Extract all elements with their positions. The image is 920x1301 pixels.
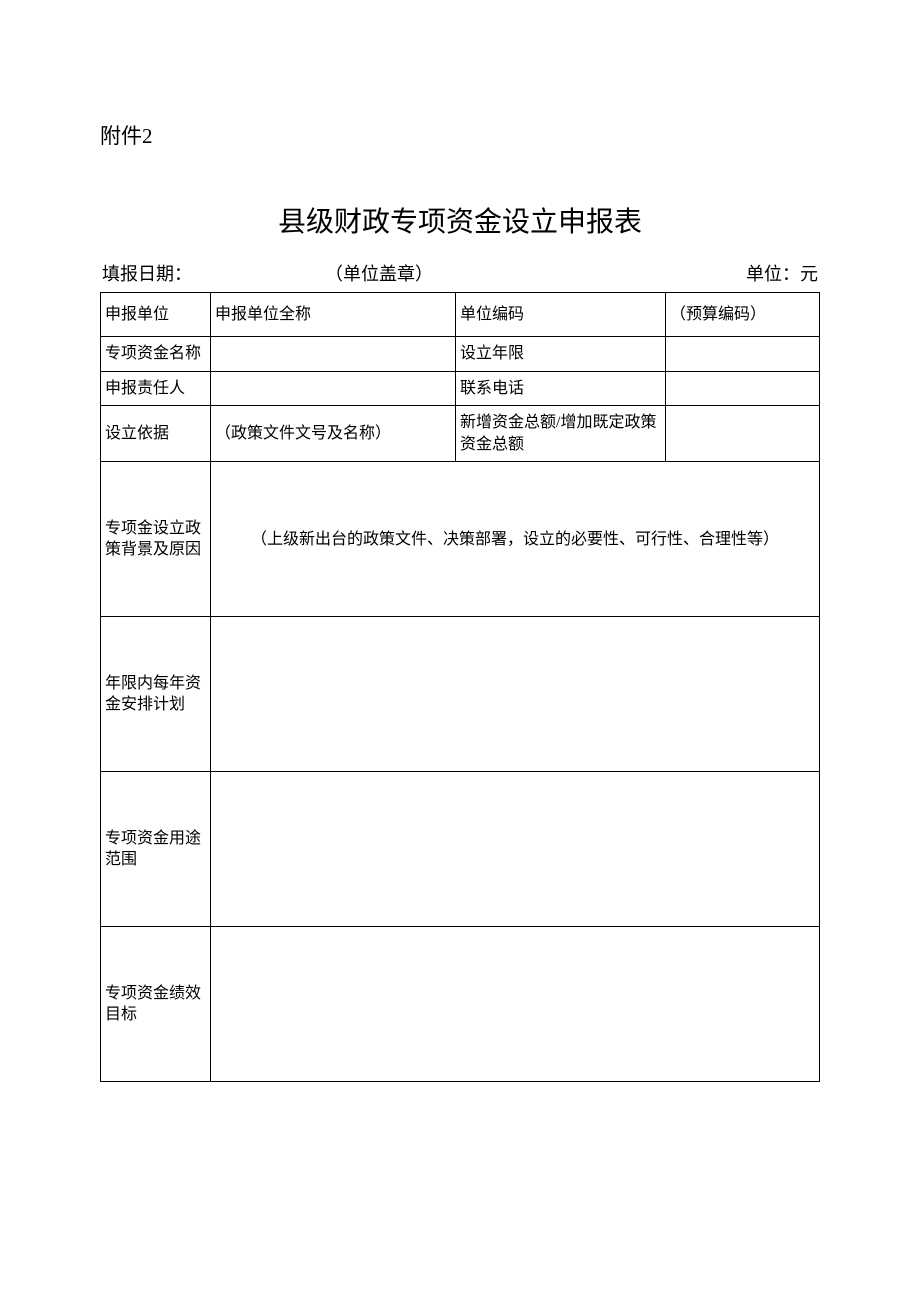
cell-annual-plan-label: 年限内每年资金安排计划 <box>101 617 211 772</box>
fill-date-label: 填报日期： <box>102 260 192 286</box>
cell-fund-usage-scope-value <box>211 772 820 927</box>
cell-establish-year-value <box>666 337 820 372</box>
table-row: 年限内每年资金安排计划 <box>101 617 820 772</box>
cell-fund-usage-scope-label: 专项资金用途范围 <box>101 772 211 927</box>
cell-establish-year-label: 设立年限 <box>456 337 666 372</box>
cell-new-fund-total-value <box>666 406 820 462</box>
unit-label: 单位：元 <box>746 260 818 286</box>
cell-responsible-person-label: 申报责任人 <box>101 371 211 406</box>
table-row: 专项资金绩效目标 <box>101 927 820 1082</box>
cell-responsible-person-value <box>211 371 456 406</box>
cell-performance-goal-label: 专项资金绩效目标 <box>101 927 211 1082</box>
cell-applicant-unit-value: 申报单位全称 <box>211 293 456 337</box>
table-row: 申报责任人 联系电话 <box>101 371 820 406</box>
meta-row: 填报日期： （单位盖章） 单位：元 <box>100 260 820 286</box>
cell-applicant-unit-label: 申报单位 <box>101 293 211 337</box>
attachment-label: 附件2 <box>100 120 820 150</box>
table-row: 专项金设立政策背景及原因 （上级新出台的政策文件、决策部署，设立的必要性、可行性… <box>101 462 820 617</box>
cell-contact-phone-label: 联系电话 <box>456 371 666 406</box>
table-row: 设立依据 （政策文件文号及名称） 新增资金总额/增加既定政策资金总额 <box>101 406 820 462</box>
cell-contact-phone-value <box>666 371 820 406</box>
page-title: 县级财政专项资金设立申报表 <box>100 200 820 240</box>
cell-fund-name-label: 专项资金名称 <box>101 337 211 372</box>
stamp-note: （单位盖章） <box>325 260 433 286</box>
cell-fund-name-value <box>211 337 456 372</box>
cell-new-fund-total-label: 新增资金总额/增加既定政策资金总额 <box>456 406 666 462</box>
cell-basis-label: 设立依据 <box>101 406 211 462</box>
cell-unit-code-label: 单位编码 <box>456 293 666 337</box>
table-row: 专项资金名称 设立年限 <box>101 337 820 372</box>
cell-policy-background-value: （上级新出台的政策文件、决策部署，设立的必要性、可行性、合理性等） <box>211 462 820 617</box>
table-row: 专项资金用途范围 <box>101 772 820 927</box>
cell-policy-background-label: 专项金设立政策背景及原因 <box>101 462 211 617</box>
table-row: 申报单位 申报单位全称 单位编码 （预算编码） <box>101 293 820 337</box>
application-form-table: 申报单位 申报单位全称 单位编码 （预算编码） 专项资金名称 设立年限 申报责任… <box>100 292 820 1082</box>
cell-annual-plan-value <box>211 617 820 772</box>
cell-basis-value: （政策文件文号及名称） <box>211 406 456 462</box>
cell-performance-goal-value <box>211 927 820 1082</box>
cell-unit-code-value: （预算编码） <box>666 293 820 337</box>
